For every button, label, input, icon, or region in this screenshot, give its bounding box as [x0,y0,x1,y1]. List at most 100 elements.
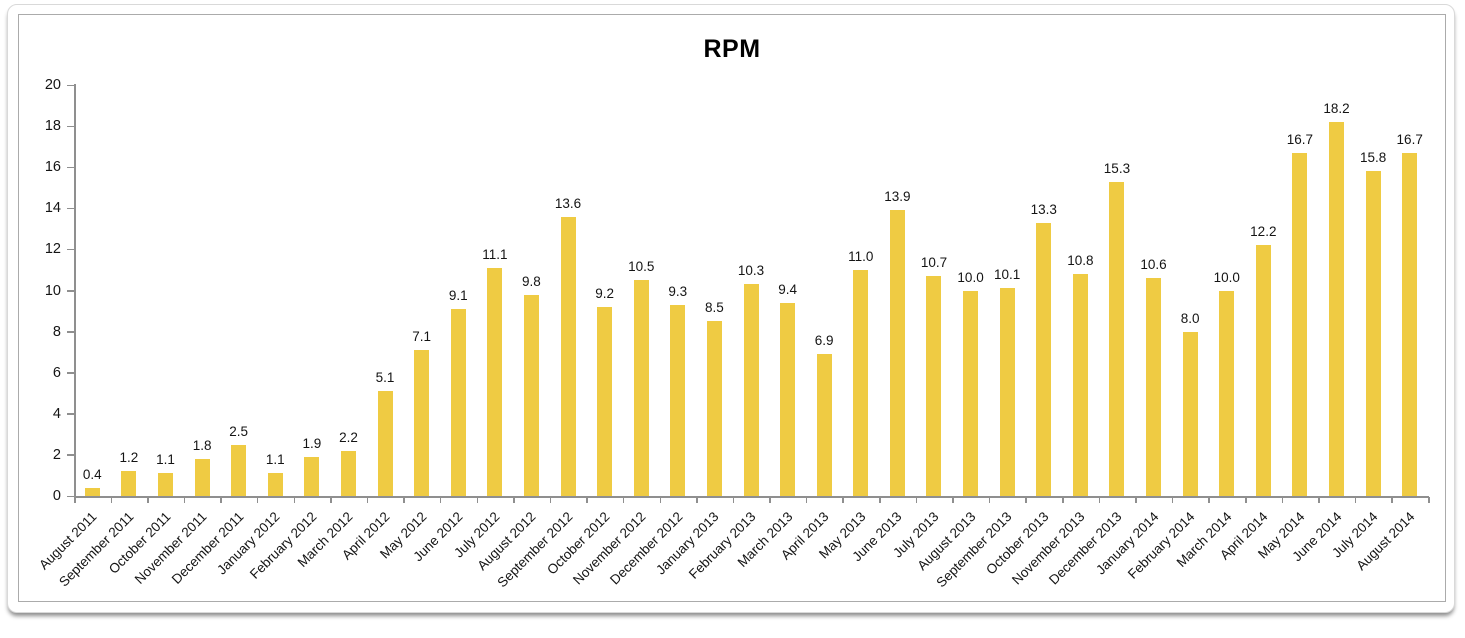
x-axis-tick [1208,497,1210,503]
bar [743,284,759,496]
bar-value-label: 10.6 [1140,257,1167,273]
y-axis-tick [67,248,74,251]
x-axis-tick [439,497,442,503]
y-axis-label: 16 [44,159,61,176]
x-axis-tick [549,497,552,503]
bar-value-label: 10.0 [1213,269,1240,285]
y-axis-tick [67,454,74,456]
bar [780,302,796,496]
x-axis-tick [732,497,735,503]
bar-value-label: 0.4 [82,466,102,482]
y-axis-line [74,84,76,497]
x-axis-tick [879,497,881,503]
bar [304,456,320,496]
x-axis-tick [256,497,259,503]
bar-value-label: 10.5 [628,259,655,275]
bar-value-label: 6.9 [814,333,834,349]
y-axis-label: 10 [44,282,61,299]
bar [414,350,430,496]
bar-value-label: 1.9 [302,435,322,451]
chart-card: RPM 0 2 4 6 8 10 12 14 16 18 20 0.4 August 2011 1.2 Se… [7,4,1455,613]
bar-value-label: 9.3 [668,283,688,299]
bar-value-label: 10.7 [920,255,948,271]
bar-value-label: 1.1 [265,452,285,468]
bar [706,321,722,496]
bar-value-label: 1.2 [119,450,139,466]
bar-value-label: 16.7 [1396,131,1423,147]
bar [1292,152,1308,496]
x-axis-tick [622,497,625,503]
bar-value-label: 15.3 [1103,160,1131,176]
bar-value-label: 10.1 [994,267,1021,283]
bar [84,487,100,496]
y-axis-label: 6 [52,364,61,381]
x-axis-tick [586,497,588,503]
bar [963,290,979,496]
bar-value-label: 5.1 [375,370,395,386]
y-axis-tick [67,413,74,415]
bar-value-label: 2.5 [229,423,249,439]
bar [1329,121,1344,496]
bar [340,450,356,496]
bar [194,459,210,496]
bar-value-label: 9.8 [522,273,541,289]
bar-value-label: 13.6 [554,195,582,211]
x-axis-tick [293,497,296,503]
x-axis-tick [1318,497,1320,503]
bar [1072,274,1088,496]
bar-value-label: 13.3 [1030,201,1057,217]
bar-value-label: 7.1 [412,329,432,345]
x-axis-tick [403,497,405,503]
bar [926,276,942,496]
y-axis-label: 0 [52,488,61,504]
bar [1146,278,1162,496]
bar [1255,245,1271,496]
bar [267,473,283,496]
y-axis-tick [67,495,74,497]
x-axis-tick [1245,497,1247,503]
y-axis-tick [67,372,74,374]
x-axis-tick [805,497,808,503]
bar-value-label: 8.5 [705,300,724,316]
x-axis-tick [1171,497,1174,503]
x-axis-tick [513,497,515,503]
chart-title: RPM [703,35,761,63]
y-axis-tick [67,125,74,128]
bar [1036,222,1052,496]
x-axis-tick [147,497,149,503]
bar [523,294,539,496]
bar [1182,331,1198,496]
y-axis-label: 2 [52,446,61,463]
bar-value-label: 9.1 [448,287,468,303]
x-axis-tick [952,497,954,503]
y-axis-tick [67,166,74,169]
bar-value-label: 18.2 [1323,100,1350,116]
bar-value-label: 11.0 [848,248,874,264]
x-axis-tick [366,497,369,503]
x-axis-tick [1025,497,1027,503]
bar-value-label: 10.3 [737,263,765,279]
bar [889,210,905,496]
bar-value-label: 1.8 [192,438,212,453]
bar-value-label: 10.8 [1067,253,1094,269]
y-axis-tick [67,84,74,86]
bar-value-label: 16.7 [1286,131,1314,147]
bar [1109,181,1125,496]
bar [1219,290,1235,496]
bar [157,473,173,496]
x-axis-tick [988,497,991,503]
bar-value-label: 13.9 [884,189,911,205]
bar [1365,171,1381,496]
bar [487,267,503,496]
x-axis-tick [1135,497,1137,503]
x-axis-tick [110,497,113,503]
x-axis-tick [1062,497,1064,503]
bar [597,306,613,496]
x-axis-tick [1391,497,1393,503]
x-axis-tick [1098,497,1101,503]
x-axis-tick [330,497,332,503]
y-axis-label: 14 [44,200,61,217]
y-axis-label: 20 [44,77,61,93]
bar [816,354,832,496]
bar-value-label: 2.2 [339,429,358,445]
